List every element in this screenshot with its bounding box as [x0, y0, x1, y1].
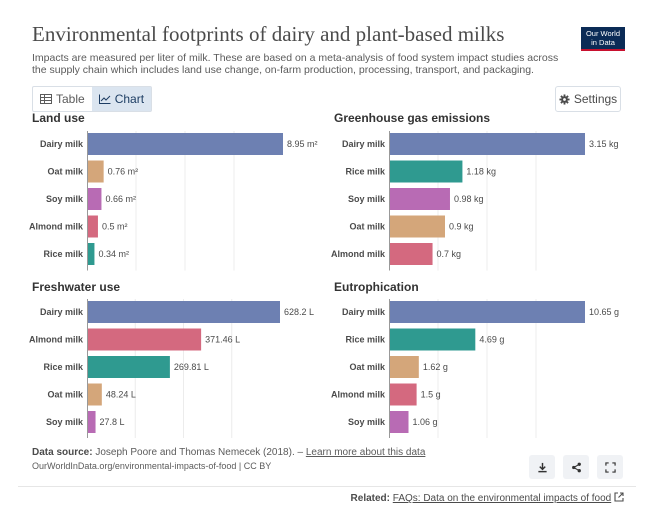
- category-label: Dairy milk: [342, 307, 386, 317]
- value-label: 269.81 L: [174, 362, 209, 372]
- value-label: 371.46 L: [205, 335, 240, 345]
- table-icon: [40, 94, 52, 104]
- value-label: 0.9 kg: [449, 222, 474, 232]
- value-label: 0.5 m²: [102, 222, 128, 232]
- bar[interactable]: [87, 356, 170, 378]
- category-label: Dairy milk: [40, 307, 84, 317]
- bar[interactable]: [389, 160, 463, 183]
- download-button[interactable]: [529, 455, 555, 479]
- line-chart-icon: [98, 94, 111, 104]
- category-label: Soy milk: [348, 417, 386, 427]
- value-label: 1.62 g: [423, 362, 448, 372]
- chart-frame: Environmental footprints of dairy and pl…: [18, 8, 636, 504]
- category-label: Oat milk: [47, 167, 84, 177]
- category-label: Almond milk: [331, 249, 386, 259]
- bar[interactable]: [389, 243, 433, 265]
- category-label: Rice milk: [345, 335, 386, 345]
- chart-subtitle: Impacts are measured per liter of milk. …: [32, 52, 559, 76]
- value-label: 1.18 kg: [466, 167, 496, 177]
- logo-line-1: Our World: [585, 29, 621, 38]
- settings-button[interactable]: Settings: [555, 86, 621, 112]
- bar[interactable]: [389, 356, 419, 378]
- bar[interactable]: [389, 188, 450, 210]
- bar[interactable]: [87, 188, 102, 210]
- panel-title: Greenhouse gas emissions: [334, 111, 490, 125]
- value-label: 0.34 m²: [98, 249, 129, 259]
- bar[interactable]: [389, 133, 585, 155]
- bar[interactable]: [87, 301, 280, 323]
- source-text: Joseph Poore and Thomas Nemecek (2018). …: [95, 447, 304, 458]
- value-label: 3.15 kg: [589, 139, 619, 149]
- related-label: Related:: [350, 493, 390, 504]
- learn-more-link[interactable]: Learn more about this data: [305, 447, 426, 458]
- category-label: Oat milk: [349, 222, 386, 232]
- category-label: Rice milk: [43, 362, 84, 372]
- bar[interactable]: [87, 243, 95, 265]
- category-label: Almond milk: [29, 222, 84, 232]
- value-label: 10.65 g: [589, 307, 619, 317]
- value-label: 628.2 L: [284, 307, 314, 317]
- value-label: 0.7 kg: [437, 249, 462, 259]
- source-label: Data source:: [32, 447, 93, 458]
- category-label: Soy milk: [348, 194, 386, 204]
- chart-title: Environmental footprints of dairy and pl…: [32, 22, 505, 46]
- value-label: 0.76 m²: [108, 167, 139, 177]
- view-tabs: Table Chart: [32, 86, 153, 112]
- category-label: Soy milk: [46, 417, 84, 427]
- category-label: Rice milk: [43, 249, 84, 259]
- value-label: 1.06 g: [413, 417, 438, 427]
- fullscreen-button[interactable]: [597, 455, 623, 479]
- category-label: Almond milk: [331, 390, 386, 400]
- tab-chart-label: Chart: [114, 92, 145, 106]
- settings-label: Settings: [573, 92, 618, 106]
- share-button[interactable]: [563, 455, 589, 479]
- tab-table[interactable]: Table: [33, 87, 92, 111]
- category-label: Almond milk: [29, 335, 84, 345]
- bar[interactable]: [87, 411, 96, 433]
- tab-chart[interactable]: Chart: [91, 87, 152, 111]
- category-label: Dairy milk: [40, 139, 84, 149]
- category-label: Oat milk: [47, 390, 84, 400]
- related-links: Related: FAQs: Data on the environmental…: [351, 492, 624, 504]
- external-link-icon: [614, 492, 624, 502]
- gear-icon: [559, 93, 570, 105]
- small-multiples-chart: Land use Dairy milk 8.95 m² Oat milk 0.76 m²…: [29, 111, 619, 438]
- bar[interactable]: [389, 215, 445, 238]
- bar[interactable]: [87, 133, 283, 155]
- data-source: Data source: Joseph Poore and Thomas Nem…: [32, 447, 425, 458]
- value-label: 0.98 kg: [454, 194, 484, 204]
- bar[interactable]: [87, 160, 104, 183]
- bar[interactable]: [87, 215, 98, 238]
- bar[interactable]: [389, 411, 409, 433]
- value-label: 1.5 g: [421, 390, 441, 400]
- panel-title: Land use: [32, 111, 85, 125]
- category-label: Rice milk: [345, 167, 386, 177]
- value-label: 4.69 g: [479, 335, 504, 345]
- owid-logo[interactable]: Our World in Data: [581, 27, 625, 51]
- share-icon: [571, 462, 581, 472]
- bar[interactable]: [389, 328, 476, 351]
- bar[interactable]: [389, 301, 585, 323]
- bar[interactable]: [87, 328, 202, 351]
- related-faq-link[interactable]: FAQs: Data on the environmental impacts …: [392, 493, 612, 504]
- panel-title: Eutrophication: [334, 280, 419, 294]
- tab-table-label: Table: [56, 92, 85, 106]
- value-label: 0.66 m²: [105, 194, 136, 204]
- bar[interactable]: [389, 383, 417, 406]
- expand-icon: [604, 461, 616, 473]
- value-label: 27.8 L: [100, 417, 125, 427]
- panel-title: Freshwater use: [32, 280, 120, 294]
- value-label: 48.24 L: [106, 390, 136, 400]
- category-label: Oat milk: [349, 362, 386, 372]
- value-label: 8.95 m²: [287, 139, 318, 149]
- download-icon: [537, 462, 547, 472]
- footer-divider: [18, 486, 636, 487]
- bar[interactable]: [87, 383, 102, 406]
- category-label: Dairy milk: [342, 139, 386, 149]
- logo-line-2: in Data: [591, 37, 615, 47]
- citation: OurWorldInData.org/environmental-impacts…: [32, 461, 272, 471]
- category-label: Soy milk: [46, 194, 84, 204]
